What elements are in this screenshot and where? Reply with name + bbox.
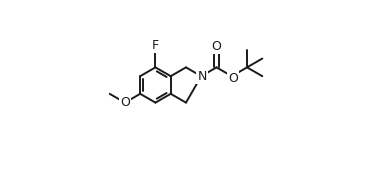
- Text: O: O: [228, 72, 238, 84]
- Text: O: O: [120, 96, 130, 109]
- Text: F: F: [152, 39, 159, 52]
- Text: O: O: [212, 40, 222, 53]
- Text: N: N: [197, 70, 207, 83]
